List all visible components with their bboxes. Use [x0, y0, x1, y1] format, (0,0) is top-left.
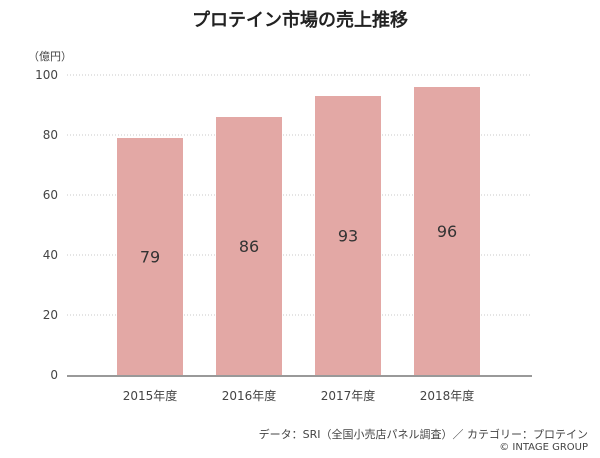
x-tick-label: 2018年度 — [420, 388, 475, 403]
y-tick-labels: 0 20 40 60 80 100 — [35, 68, 58, 382]
chart-title: プロテイン市場の売上推移 — [192, 10, 408, 31]
bar — [315, 96, 381, 375]
copyright: © INTAGE GROUP — [499, 442, 588, 453]
x-tick-label: 2016年度 — [222, 388, 277, 403]
y-tick-label: 60 — [43, 188, 58, 202]
bar-value-labels: 79 86 93 96 — [140, 222, 457, 267]
y-tick-label: 20 — [43, 308, 58, 322]
bar-value-label: 93 — [338, 227, 358, 246]
y-tick-label: 100 — [35, 68, 58, 82]
y-tick-label: 0 — [50, 368, 58, 382]
x-tick-label: 2017年度 — [321, 388, 376, 403]
bar — [414, 87, 480, 375]
y-tick-label: 40 — [43, 248, 58, 262]
source-note: データ：SRI（全国小売店パネル調査）／ カテゴリー：プロテイン — [258, 428, 588, 441]
bar-value-label: 86 — [239, 237, 259, 256]
bar-value-label: 96 — [437, 222, 457, 241]
bar-value-label: 79 — [140, 248, 160, 267]
bar — [117, 138, 183, 375]
x-tick-labels: 2015年度 2016年度 2017年度 2018年度 — [123, 388, 475, 403]
bar — [216, 117, 282, 375]
y-axis-label: （億円） — [28, 50, 72, 63]
bars — [117, 87, 480, 375]
x-tick-label: 2015年度 — [123, 388, 178, 403]
y-tick-label: 80 — [43, 128, 58, 142]
